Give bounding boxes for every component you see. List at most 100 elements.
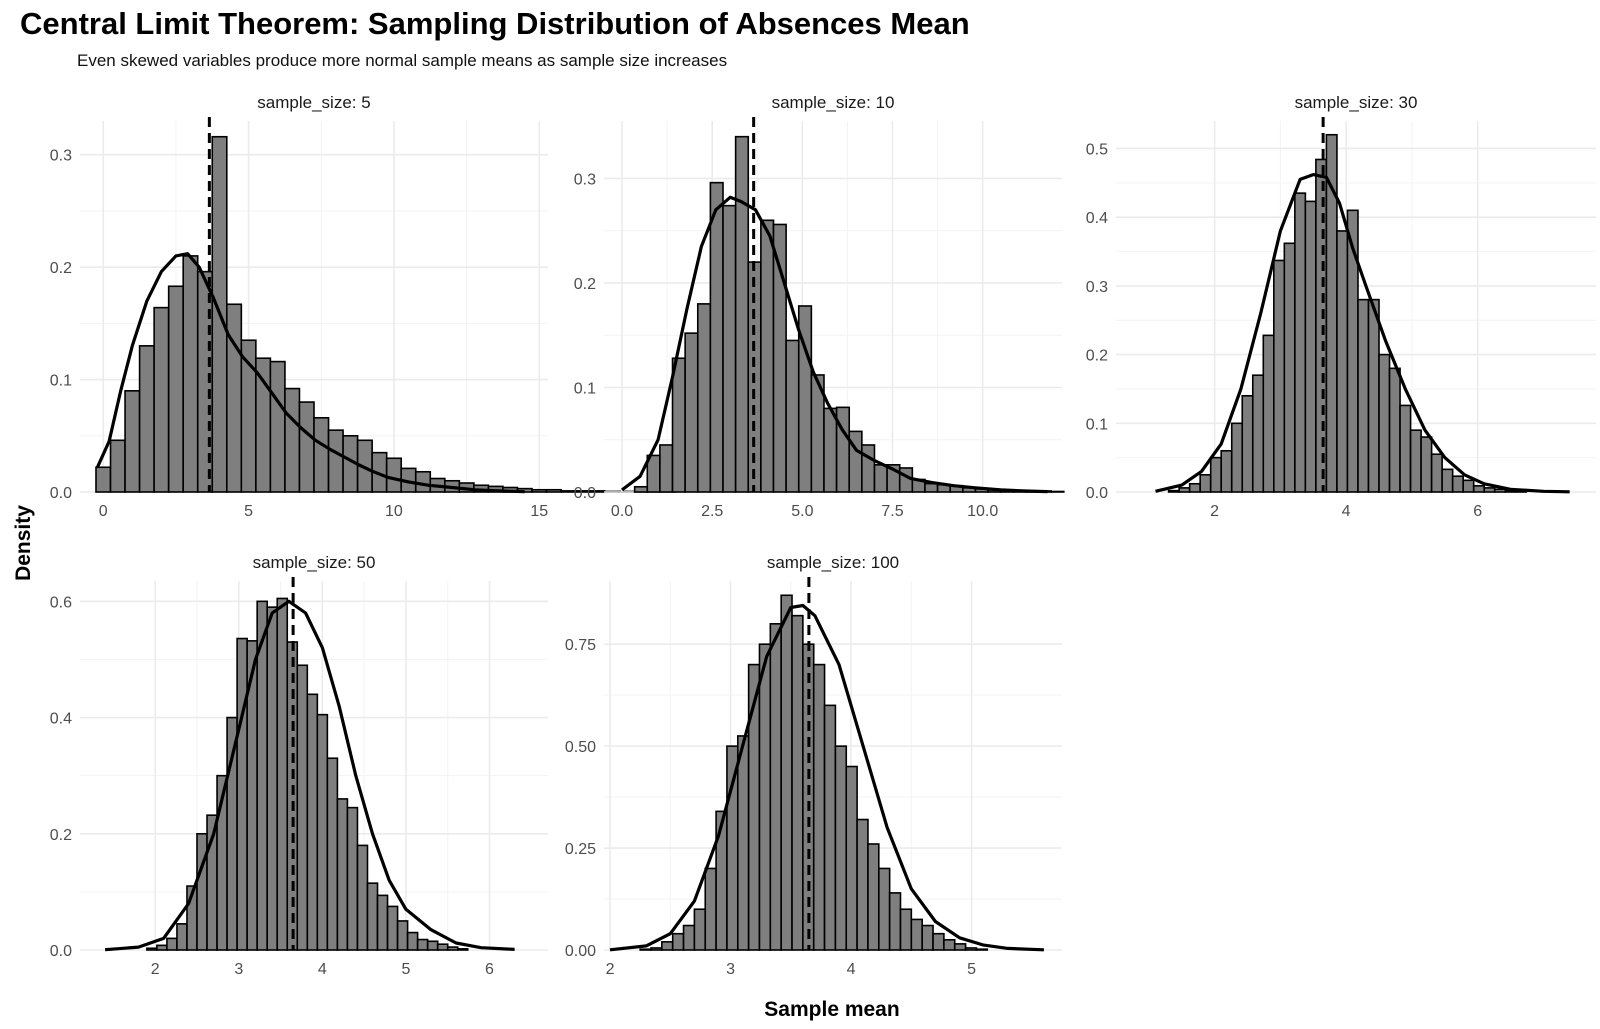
panel-3: 2 4 6 0.0 0.1 0.2 0.3 0.4 0.5 sample_size: 30 — [1086, 93, 1596, 520]
histogram-bar — [1441, 468, 1454, 493]
histogram-bar — [446, 946, 459, 951]
histogram-bar — [146, 947, 158, 951]
y-tick-label: 0.50 — [565, 739, 596, 756]
histogram-bar — [932, 932, 945, 951]
x-tick-label: 15 — [530, 503, 548, 520]
histogram-bar — [266, 606, 279, 951]
histogram-bar — [715, 810, 728, 951]
histogram-bar — [1178, 487, 1191, 493]
histogram-bar — [166, 937, 178, 951]
histogram-bar — [780, 594, 793, 951]
histogram-bar — [416, 938, 429, 951]
x-tick-label: 2.5 — [701, 503, 723, 520]
y-tick-label: 0.2 — [1086, 348, 1108, 365]
y-tick-label: 0.0 — [1086, 485, 1108, 502]
histogram-bar — [682, 924, 696, 951]
histogram-bar — [975, 948, 989, 951]
histogram-bar — [1493, 488, 1507, 493]
x-tick-label: 4 — [318, 961, 327, 978]
histogram-bar — [1399, 404, 1412, 493]
histogram-bar — [1409, 429, 1422, 493]
y-tick-label: 0.1 — [50, 373, 72, 390]
histogram-bar — [1220, 449, 1233, 493]
histogram-bar — [704, 867, 717, 951]
histogram-bar — [856, 818, 869, 951]
histogram-bar — [1241, 395, 1254, 493]
histogram-bar — [1283, 242, 1296, 493]
x-tick-label: 4 — [847, 961, 856, 978]
histogram-bar — [1188, 482, 1201, 493]
y-tick-label: 0.3 — [1086, 279, 1108, 296]
panel-strip-label: sample_size: 30 — [1295, 93, 1418, 112]
density-curve — [95, 252, 525, 494]
chart-subtitle: Even skewed variables produce more norma… — [77, 51, 728, 70]
y-axis-title: Density — [12, 505, 35, 581]
histogram-bar — [1304, 200, 1317, 493]
histogram-bar — [386, 905, 399, 951]
histogram-bar — [1230, 422, 1244, 493]
histogram-bar — [109, 439, 126, 493]
x-tick-label: 5 — [401, 961, 410, 978]
x-tick-label: 5.0 — [791, 503, 813, 520]
histogram-bar — [671, 357, 686, 493]
y-tick-label: 0.00 — [565, 943, 596, 960]
histogram-bar — [1451, 475, 1464, 493]
histogram-bar — [639, 948, 652, 951]
histogram-bar — [313, 416, 330, 493]
y-tick-label: 0.2 — [50, 827, 72, 844]
density-curve — [621, 195, 1048, 494]
histogram-bar — [758, 643, 772, 951]
panel-5: 2 3 4 5 0.00 0.25 0.50 0.75 sample_size: 100 — [565, 553, 1062, 978]
y-tick-label: 0.3 — [574, 171, 596, 188]
panel-strip-label: sample_size: 10 — [772, 93, 895, 112]
x-tick-label: 5 — [244, 503, 253, 520]
y-tick-label: 0.0 — [50, 485, 72, 502]
histogram-bar — [910, 918, 923, 951]
histogram-bar — [1420, 436, 1433, 493]
histogram-bar — [196, 832, 208, 951]
histogram-bar — [376, 894, 389, 951]
histogram-bar — [298, 401, 315, 493]
histogram-bar — [722, 204, 737, 493]
histogram-bar — [167, 285, 184, 493]
x-tick-label: 0.0 — [611, 503, 633, 520]
x-tick-label: 10 — [385, 503, 403, 520]
histogram-bar — [684, 332, 699, 493]
histogram-bar — [1462, 479, 1475, 493]
histogram-bar — [823, 704, 837, 951]
x-axis-title: Sample mean — [764, 998, 899, 1021]
x-tick-label: 6 — [1473, 503, 1482, 520]
histogram-bar — [356, 844, 369, 951]
histogram-bar — [845, 765, 858, 951]
histogram-bar — [943, 939, 956, 951]
histogram-bar — [696, 303, 712, 493]
histogram-bar — [456, 948, 469, 951]
histogram-bar — [545, 488, 562, 493]
y-tick-label: 0.2 — [574, 276, 596, 293]
panel-strip-label: sample_size: 5 — [257, 93, 370, 112]
histogram-bar — [633, 485, 649, 493]
histogram-bar — [95, 466, 112, 493]
histogram-bar — [953, 943, 967, 951]
histogram-bar — [791, 614, 804, 951]
histogram-bar — [899, 908, 913, 951]
histogram-bar — [888, 892, 902, 951]
x-tick-label: 3 — [234, 961, 243, 978]
x-tick-label: 5 — [967, 961, 976, 978]
histogram-bar — [326, 757, 339, 951]
histogram-bar — [346, 806, 359, 951]
panels-layer: 0 5 10 15 0.0 0.1 0.2 0.3 sample_size: 5 0.0 2.5 5.… — [50, 93, 1596, 978]
histogram-bar — [1483, 487, 1496, 493]
histogram-bar — [336, 798, 349, 951]
histogram-bar — [284, 387, 301, 493]
histogram-bar — [182, 255, 199, 493]
histogram-bar — [276, 597, 289, 951]
histogram-bar — [1472, 485, 1486, 493]
x-tick-label: 0 — [99, 503, 108, 520]
histogram-bar — [269, 360, 286, 493]
y-tick-label: 0.75 — [565, 637, 596, 654]
histogram-bar — [726, 745, 739, 951]
histogram-bar — [1251, 374, 1265, 493]
chart-title: Central Limit Theorem: Sampling Distribu… — [20, 6, 970, 41]
